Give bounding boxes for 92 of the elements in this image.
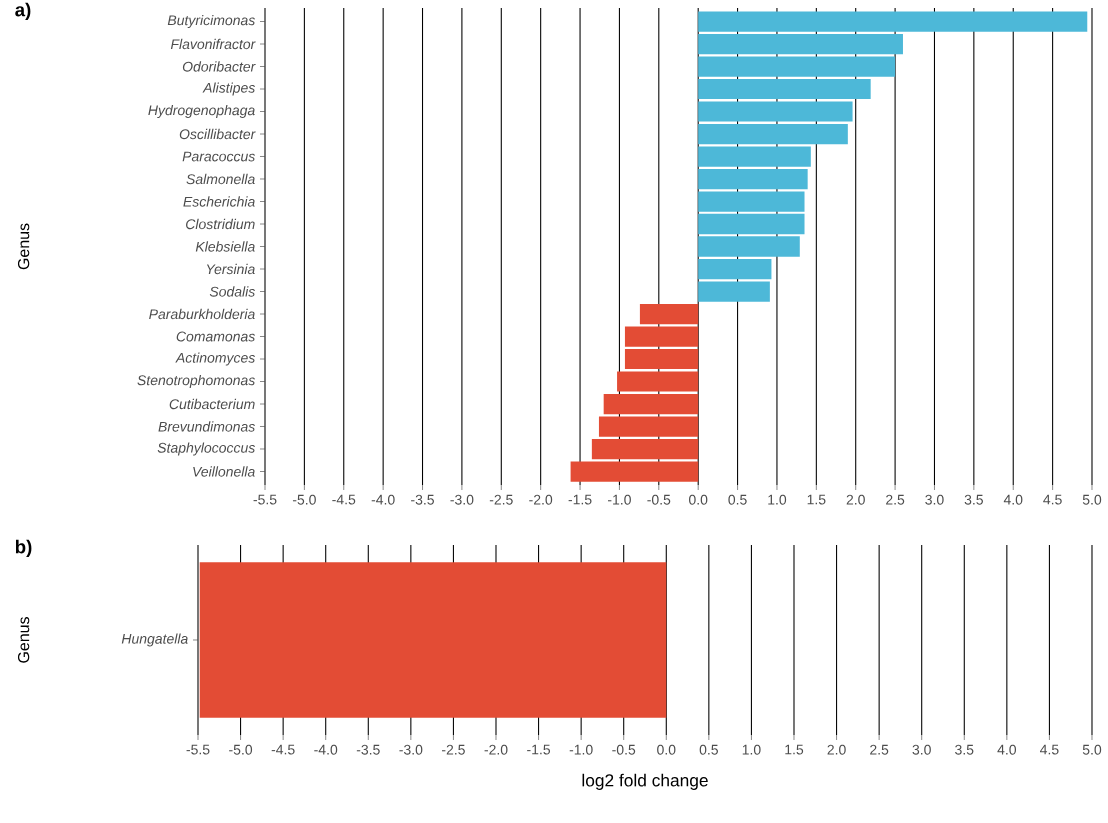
bar xyxy=(698,258,772,280)
x-tick-label: -3.5 xyxy=(411,494,434,505)
y-tick-label: Brevundimonas xyxy=(158,421,255,432)
x-tick-label: -4.5 xyxy=(332,494,356,505)
x-tick-label: -1.0 xyxy=(569,744,593,755)
x-tick-label: -5.0 xyxy=(229,744,253,755)
x-tick-label: -0.5 xyxy=(612,744,636,755)
y-tick-label: Yersinia xyxy=(206,263,255,275)
bar xyxy=(698,123,848,145)
y-tick-label: Paraburkholderia xyxy=(149,308,255,320)
x-tick-label: 4.0 xyxy=(1003,494,1023,505)
x-tick-label: -3.5 xyxy=(356,744,380,755)
x-tick-label: -5.0 xyxy=(292,494,316,505)
x-tick-label: -1.5 xyxy=(527,744,551,755)
bar xyxy=(698,236,800,257)
x-tick-label: 3.5 xyxy=(955,744,974,755)
x-tick-label: 4.5 xyxy=(1043,494,1062,505)
bar xyxy=(698,281,770,302)
y-tick-label: Actinomyces xyxy=(175,352,255,366)
bar xyxy=(624,348,699,370)
x-tick-label: 4.5 xyxy=(1040,744,1059,755)
x-tick-label: -2.5 xyxy=(441,744,465,755)
y-tick-label: Comamonas xyxy=(176,331,255,342)
bar xyxy=(698,78,871,100)
text: a) xyxy=(15,2,31,21)
bar xyxy=(698,191,805,212)
x-tick-label: -3.0 xyxy=(450,494,474,505)
bar xyxy=(698,11,1088,32)
x-tick-label: -4.0 xyxy=(314,744,338,755)
x-tick-label: 3.0 xyxy=(925,494,944,505)
x-tick-label: 5.0 xyxy=(1082,744,1102,755)
x-axis-title: log2 fold change xyxy=(582,773,708,790)
bar xyxy=(598,416,699,437)
x-tick-label: 0.5 xyxy=(728,494,747,505)
y-tick-label: Staphylococcus xyxy=(157,442,255,456)
x-tick-label: 3.0 xyxy=(912,744,931,755)
x-tick-label: 2.0 xyxy=(827,744,846,755)
y-tick-label: Stenotrophomonas xyxy=(137,374,255,389)
x-tick-label: -0.5 xyxy=(647,494,671,505)
x-tick-label: -5.5 xyxy=(253,494,277,505)
bar xyxy=(603,393,699,415)
bar xyxy=(570,461,699,482)
x-tick-label: 2.0 xyxy=(846,494,865,505)
x-tick-label: -2.0 xyxy=(529,494,553,505)
text: b) xyxy=(15,539,32,558)
x-tick-label: -4.5 xyxy=(271,744,295,755)
y-tick-label: Oscillibacter xyxy=(179,128,256,140)
x-tick-label: -2.0 xyxy=(484,744,508,755)
x-tick-label: 1.0 xyxy=(768,494,787,505)
bar xyxy=(617,371,699,392)
x-tick-label: 5.0 xyxy=(1082,494,1102,505)
y-axis-title: Genus xyxy=(17,223,30,270)
bar xyxy=(591,438,699,460)
y-tick-label: Paracoccus xyxy=(182,151,255,162)
bar xyxy=(698,168,808,190)
y-tick-label: Klebsiella xyxy=(195,241,255,252)
y-tick-label: Hungatella xyxy=(121,633,188,647)
bar xyxy=(624,326,699,347)
x-tick-label: 1.5 xyxy=(785,744,804,755)
x-tick-label: -4.0 xyxy=(371,494,395,505)
y-tick-label: Odoribacter xyxy=(182,61,256,72)
bar xyxy=(698,56,896,77)
x-tick-label: -1.0 xyxy=(607,494,631,505)
x-tick-label: -5.5 xyxy=(186,744,210,755)
y-tick-label: Escherichia xyxy=(183,196,255,207)
x-tick-label: 0.0 xyxy=(657,744,676,755)
bar xyxy=(639,303,699,325)
bar xyxy=(698,146,811,167)
x-tick-label: 2.5 xyxy=(886,494,905,505)
y-tick-label: Cutibacterium xyxy=(169,398,255,410)
x-tick-label: -3.0 xyxy=(399,744,423,755)
bar xyxy=(698,101,853,122)
x-tick-label: 0.5 xyxy=(699,744,718,755)
y-tick-label: Hydrogenophaga xyxy=(148,104,255,119)
x-tick-label: 4.0 xyxy=(997,744,1017,755)
x-tick-label: 3.5 xyxy=(964,494,983,505)
x-tick-label: -1.5 xyxy=(568,494,592,505)
x-tick-label: 1.0 xyxy=(742,744,761,755)
y-tick-label: Butyricimonas xyxy=(167,14,255,29)
y-tick-label: Sodalis xyxy=(209,286,255,297)
y-tick-label: Flavonifractor xyxy=(170,38,256,50)
y-tick-label: Salmonella xyxy=(186,173,255,185)
x-tick-label: 1.5 xyxy=(807,494,826,505)
x-tick-label: 2.5 xyxy=(870,744,889,755)
bar xyxy=(698,33,903,55)
bar xyxy=(698,213,805,235)
y-tick-label: Veillonella xyxy=(193,466,255,477)
y-axis-title: Genus xyxy=(17,617,30,663)
x-tick-label: 0.0 xyxy=(689,494,708,505)
y-tick-label: Alistipes xyxy=(202,82,255,96)
y-tick-label: Clostridium xyxy=(186,218,255,230)
x-tick-label: -2.5 xyxy=(489,494,513,505)
